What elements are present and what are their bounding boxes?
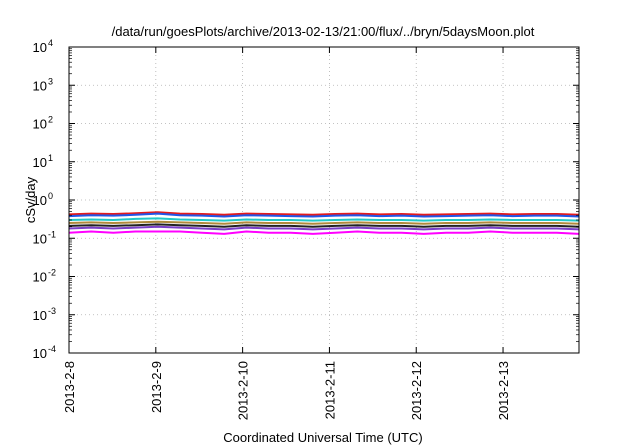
y-tick-label-base: 10 — [33, 231, 47, 246]
x-tick-label: 2013-2-11 — [322, 361, 337, 419]
y-tick-label-exponent: 3 — [48, 76, 53, 86]
x-tick-label: 2013-2-9 — [149, 361, 164, 413]
y-tick-label-exponent: 4 — [48, 38, 53, 48]
y-tick-label-exponent: 2 — [48, 115, 53, 125]
y-tick-label: 10 -4 — [33, 344, 56, 361]
series-line — [68, 212, 580, 218]
y-tick-label-base: 10 — [33, 40, 47, 55]
y-tick-label-exponent: -3 — [48, 306, 56, 316]
y-tick-label: 10 4 — [33, 38, 53, 55]
y-tick-label-base: 10 — [33, 117, 47, 132]
y-tick-label-exponent: -2 — [48, 268, 56, 278]
y-tick-label: 10 -3 — [33, 306, 56, 323]
series-line — [68, 223, 580, 228]
series-line — [68, 217, 580, 222]
series-lines — [68, 211, 580, 235]
y-tick-label: 10 -2 — [33, 268, 56, 285]
grid — [69, 47, 579, 353]
y-tick-label-base: 10 — [33, 270, 47, 285]
series-line — [68, 220, 580, 225]
y-tick-label: 10 3 — [33, 76, 53, 93]
series-line — [68, 230, 580, 235]
y-tick-label-base: 10 — [33, 78, 47, 93]
y-tick-label-base: 10 — [33, 308, 47, 323]
y-tick-label-exponent: -1 — [48, 229, 56, 239]
y-tick-label-exponent: -4 — [48, 344, 56, 354]
y-tick-label: 10 -1 — [33, 229, 56, 246]
y-tick-label: 10 2 — [33, 115, 53, 132]
y-axis-label: cSv/day — [23, 176, 38, 223]
y-tick-label-base: 10 — [33, 155, 47, 170]
series-line — [68, 211, 580, 216]
x-tick-label: 2013-2-13 — [496, 361, 511, 420]
x-tick-label: 2013-2-8 — [62, 361, 77, 413]
x-tick-label: 2013-2-10 — [236, 361, 251, 420]
y-tick-label-base: 10 — [33, 346, 47, 361]
chart-title: /data/run/goesPlots/archive/2013-02-13/2… — [112, 24, 535, 39]
y-tick-label-exponent: 0 — [48, 191, 53, 201]
x-axis-label: Coordinated Universal Time (UTC) — [223, 430, 422, 445]
series-line — [68, 225, 580, 231]
y-tick-label-base: 10 — [33, 193, 47, 208]
y-tick-label: 10 0 — [33, 191, 53, 208]
x-tick-label: 2013-2-12 — [409, 361, 424, 420]
y-tick-label-exponent: 1 — [48, 153, 53, 163]
y-tick-label: 10 1 — [33, 153, 53, 170]
x-axis: 2013-2-8 2013-2-9 2013-2-10 2013-2-11 2013-2… — [62, 47, 511, 420]
